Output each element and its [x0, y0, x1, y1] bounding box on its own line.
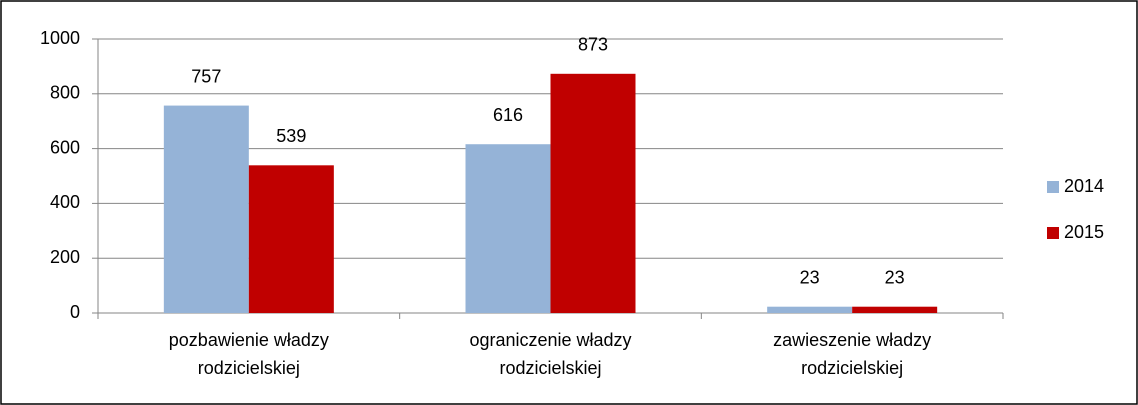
bar — [163, 105, 249, 313]
bar — [767, 306, 853, 313]
bar — [248, 165, 334, 313]
value-label: 23 — [800, 267, 820, 287]
legend-label: 2015 — [1064, 222, 1104, 242]
value-label: 616 — [493, 105, 523, 125]
value-label: 757 — [191, 66, 221, 86]
bar — [465, 144, 551, 313]
y-tick-label: 400 — [50, 192, 80, 212]
legend-label: 2014 — [1064, 176, 1104, 196]
legend-swatch — [1047, 227, 1059, 239]
value-label: 23 — [885, 267, 905, 287]
y-tick-label: 200 — [50, 247, 80, 267]
bar — [852, 306, 938, 313]
y-tick-label: 0 — [70, 302, 80, 322]
y-tick-label: 1000 — [40, 28, 80, 48]
value-label: 873 — [578, 35, 608, 55]
x-tick-label: ograniczenie władzy rodzicielskiej — [469, 330, 632, 378]
value-label: 539 — [276, 126, 306, 146]
y-tick-label: 600 — [50, 137, 80, 157]
x-tick-label: pozbawienie władzy rodzicielskiej — [168, 330, 329, 378]
legend-swatch — [1047, 181, 1059, 193]
x-tick-label: zawieszenie władzy rodzicielskiej — [773, 330, 932, 378]
y-tick-label: 800 — [50, 83, 80, 103]
bar — [550, 73, 636, 313]
